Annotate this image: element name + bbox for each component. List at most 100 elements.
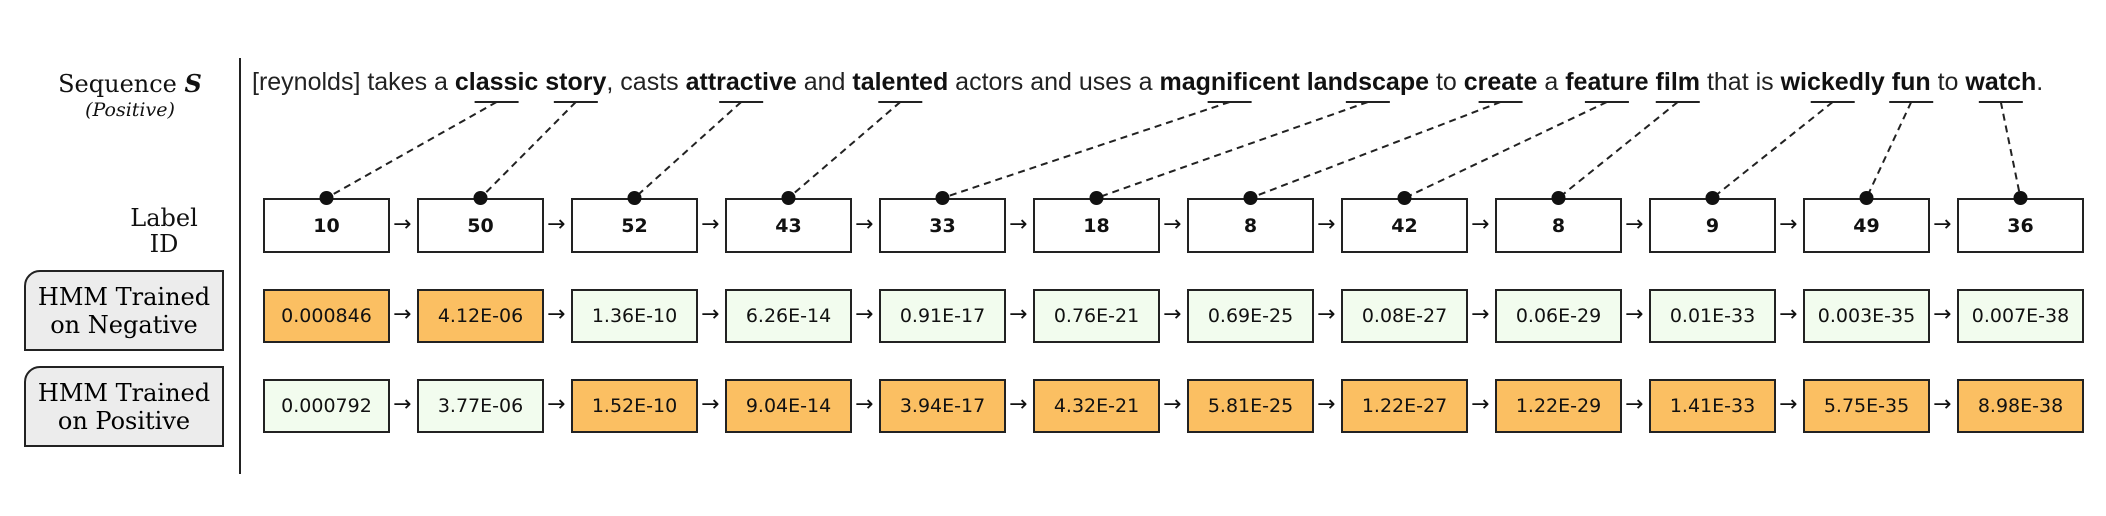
sentence-text: to [1930, 68, 1966, 96]
hmm-negative-prob-box: 0.01E-33 [1649, 289, 1776, 343]
sentence-keyword: watch [1965, 68, 2037, 96]
arrow-icon: → [1779, 392, 1798, 417]
hmm-positive-label: HMM Trained on Positive [24, 366, 224, 447]
word-link-line [1404, 101, 1608, 199]
sentence-keyword: attractive [685, 68, 797, 96]
arrow-icon: → [855, 392, 874, 417]
arrow-icon: → [701, 211, 720, 237]
link-endpoint-dot [627, 191, 642, 205]
sentence-text: [reynolds] takes a [252, 68, 455, 96]
arrow-icon: → [701, 302, 720, 327]
arrow-icon: → [393, 211, 412, 237]
hmm-negative-prob-box: 0.76E-21 [1033, 289, 1160, 343]
link-endpoint-dot [1397, 191, 1412, 205]
arrow-icon: → [1471, 392, 1490, 417]
arrow-icon: → [1779, 211, 1798, 237]
label-id-box: 49 [1803, 198, 1930, 253]
arrow-icon: → [1625, 302, 1644, 327]
sentence-text: to [1429, 68, 1464, 96]
sentence-keyword: film [1655, 68, 1700, 96]
hmm-positive-prob-box: 8.98E-38 [1957, 379, 2084, 433]
hmm-negative-prob-box: 0.000846 [263, 289, 390, 343]
arrow-icon: → [547, 211, 566, 237]
hmm-negative-prob-box: 0.06E-29 [1495, 289, 1622, 343]
arrow-icon: → [1009, 302, 1028, 327]
sentence-keyword: create [1463, 68, 1538, 96]
link-endpoint-dot [781, 191, 796, 205]
link-endpoint-dot [1859, 191, 1874, 205]
hmm-positive-prob-box: 1.52E-10 [571, 379, 698, 433]
hmm-negative-prob-box: 0.007E-38 [1957, 289, 2084, 343]
sequence-sentence: [reynolds] takes a classic story, casts … [252, 68, 2043, 97]
arrow-icon: → [1163, 392, 1182, 417]
arrow-icon: → [1009, 211, 1028, 237]
arrow-icon: → [547, 392, 566, 417]
hmm-negative-line-1: HMM Trained [37, 282, 211, 311]
vertical-divider [239, 58, 241, 474]
label-id-line-1: Label [130, 204, 198, 232]
arrow-icon: → [855, 211, 874, 237]
word-link-line [787, 101, 901, 199]
arrow-icon: → [393, 392, 412, 417]
word-link-line [326, 101, 498, 199]
hmm-positive-prob-box: 3.77E-06 [417, 379, 544, 433]
sentence-keyword: magnificent [1159, 68, 1300, 96]
link-endpoint-dot [1243, 191, 1258, 205]
sentence-keyword: wickedly [1780, 68, 1885, 96]
arrow-icon: → [1779, 302, 1798, 327]
arrow-icon: → [547, 302, 566, 327]
word-link-line [1250, 101, 1501, 199]
sentence-keyword: fun [1891, 68, 1931, 96]
arrow-icon: → [1933, 211, 1952, 237]
arrow-icon: → [855, 302, 874, 327]
link-endpoint-dot [2013, 191, 2028, 205]
arrow-icon: → [1933, 392, 1952, 417]
hmm-positive-line-1: HMM Trained [37, 378, 211, 407]
arrow-icon: → [701, 392, 720, 417]
link-endpoint-dot [1705, 191, 1720, 205]
link-endpoint-dot [473, 191, 488, 205]
hmm-negative-prob-box: 0.003E-35 [1803, 289, 1930, 343]
arrow-icon: → [1933, 302, 1952, 327]
sentence-text: and [796, 68, 853, 96]
link-endpoint-dot [1551, 191, 1566, 205]
sentence-text: that is [1700, 68, 1781, 96]
sequence-row-label: Sequence S (Positive) [40, 70, 220, 122]
hmm-negative-prob-box: 1.36E-10 [571, 289, 698, 343]
arrow-icon: → [1625, 211, 1644, 237]
hmm-positive-prob-box: 5.81E-25 [1187, 379, 1314, 433]
hmm-positive-prob-box: 5.75E-35 [1803, 379, 1930, 433]
arrow-icon: → [1471, 211, 1490, 237]
arrow-icon: → [1317, 392, 1336, 417]
hmm-negative-prob-box: 4.12E-06 [417, 289, 544, 343]
hmm-negative-prob-box: 0.08E-27 [1341, 289, 1468, 343]
label-id-box: 9 [1649, 198, 1776, 253]
hmm-positive-prob-box: 0.000792 [263, 379, 390, 433]
arrow-icon: → [1317, 211, 1336, 237]
label-id-box: 36 [1957, 198, 2084, 253]
label-id-box: 18 [1033, 198, 1160, 253]
hmm-negative-line-2: on Negative [50, 310, 198, 339]
word-link-line [479, 101, 577, 199]
sentence-keyword: story [545, 68, 607, 96]
hmm-positive-prob-box: 4.32E-21 [1033, 379, 1160, 433]
sentence-keyword: landscape [1306, 68, 1429, 96]
hmm-positive-prob-box: 9.04E-14 [725, 379, 852, 433]
word-link-line [1711, 101, 1834, 199]
arrow-icon: → [1163, 211, 1182, 237]
word-link-line [1865, 101, 1913, 199]
link-endpoint-dot [319, 191, 334, 205]
sentence-text: actors and uses a [948, 68, 1160, 96]
arrow-icon: → [1471, 302, 1490, 327]
sentence-keyword: classic [454, 68, 539, 96]
word-link-line [942, 101, 1230, 199]
label-id-box: 10 [263, 198, 390, 253]
sentence-keyword: feature [1565, 68, 1649, 96]
hmm-positive-prob-box: 3.94E-17 [879, 379, 1006, 433]
sentence-keyword: talented [852, 68, 949, 96]
link-endpoint-dot [935, 191, 950, 205]
sequence-label-text: Sequence [58, 70, 177, 98]
hmm-positive-line-2: on Positive [57, 406, 191, 435]
